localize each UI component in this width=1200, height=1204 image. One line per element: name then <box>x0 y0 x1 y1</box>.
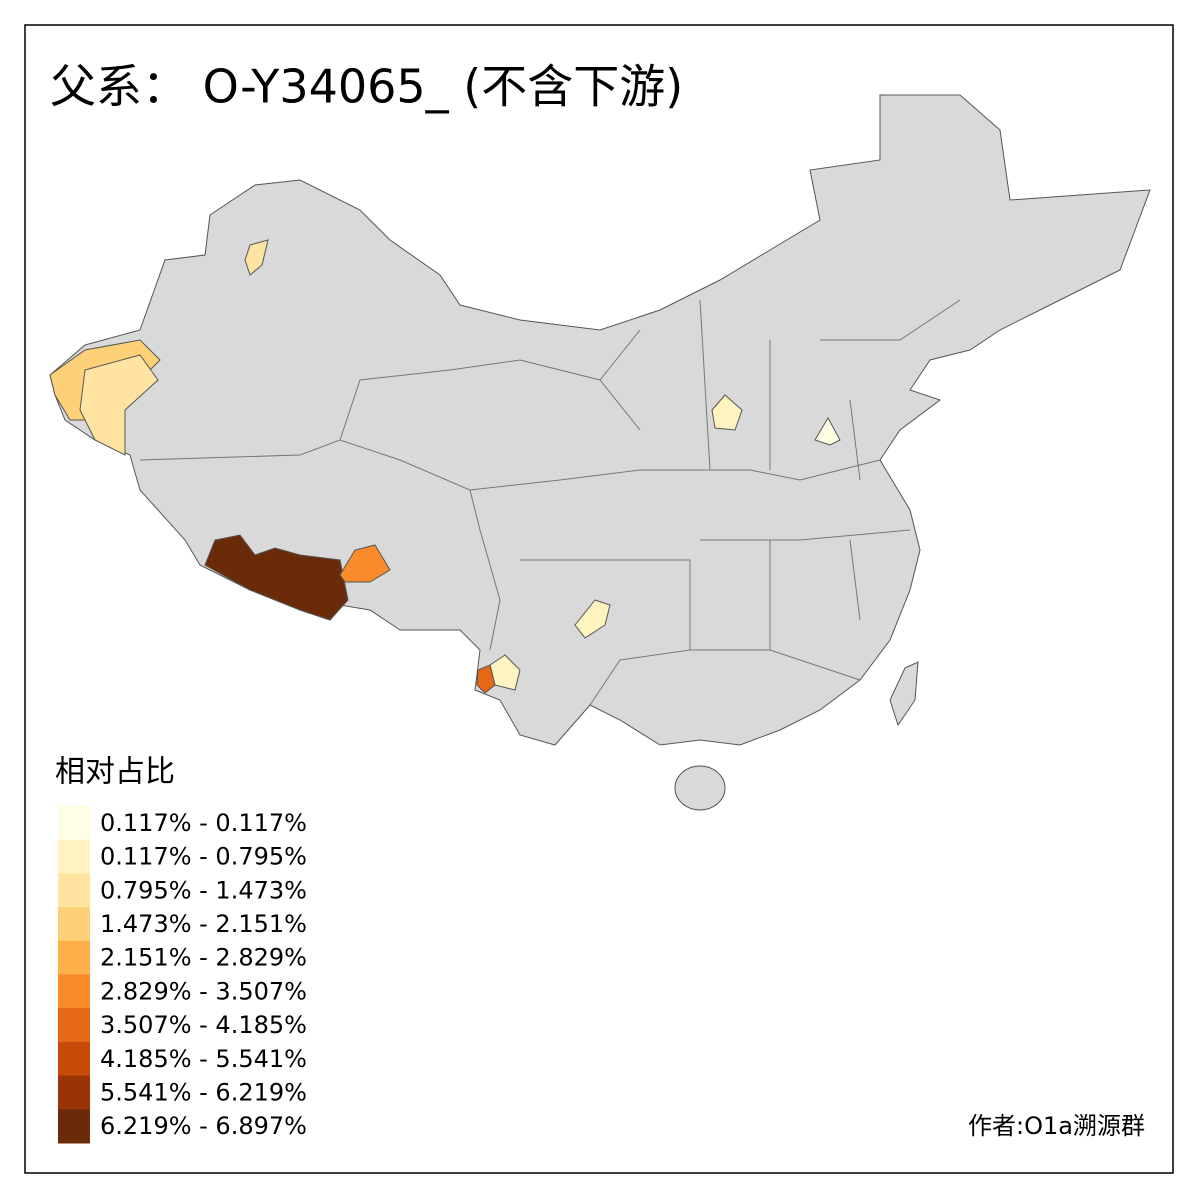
legend-swatch <box>58 873 90 908</box>
legend-label: 0.117% - 0.117% <box>100 809 307 837</box>
title: 父系： O-Y34065_ (不含下游) <box>50 60 683 114</box>
legend-label: 6.219% - 6.897% <box>100 1112 307 1140</box>
region <box>79 354 159 456</box>
legend-swatch <box>58 1008 90 1043</box>
island <box>674 765 726 811</box>
legend-label: 0.795% - 1.473% <box>100 876 307 904</box>
region <box>574 599 611 639</box>
region <box>204 534 349 621</box>
legend-label: 5.541% - 6.219% <box>100 1078 307 1106</box>
island <box>889 661 919 727</box>
credit: 作者:O1a溯源群 <box>968 1112 1145 1140</box>
legend-label: 1.473% - 2.151% <box>100 910 307 938</box>
legend-label: 3.507% - 4.185% <box>100 1011 307 1039</box>
region <box>339 544 391 583</box>
region <box>814 416 841 446</box>
legend-swatch <box>58 806 90 841</box>
legend-swatch <box>58 839 90 874</box>
legend-label: 2.829% - 3.507% <box>100 977 307 1005</box>
legend-swatch <box>58 1109 90 1144</box>
legend-swatch <box>58 907 90 942</box>
legend-swatch <box>58 940 90 975</box>
legend-label: 0.117% - 0.795% <box>100 843 307 871</box>
legend-swatch <box>58 1075 90 1110</box>
legend: 0.117% - 0.117% 0.117% - 0.795% 0.795% - 1… <box>58 806 307 1144</box>
region <box>244 239 269 276</box>
legend-swatch <box>58 1041 90 1077</box>
province-borders <box>139 299 961 706</box>
legend-label: 4.185% - 5.541% <box>100 1045 307 1073</box>
legend-label: 2.151% - 2.829% <box>100 944 307 972</box>
legend-title: 相对占比 <box>55 755 175 790</box>
region <box>711 394 743 431</box>
legend-swatch <box>58 974 90 1009</box>
region <box>476 664 496 694</box>
